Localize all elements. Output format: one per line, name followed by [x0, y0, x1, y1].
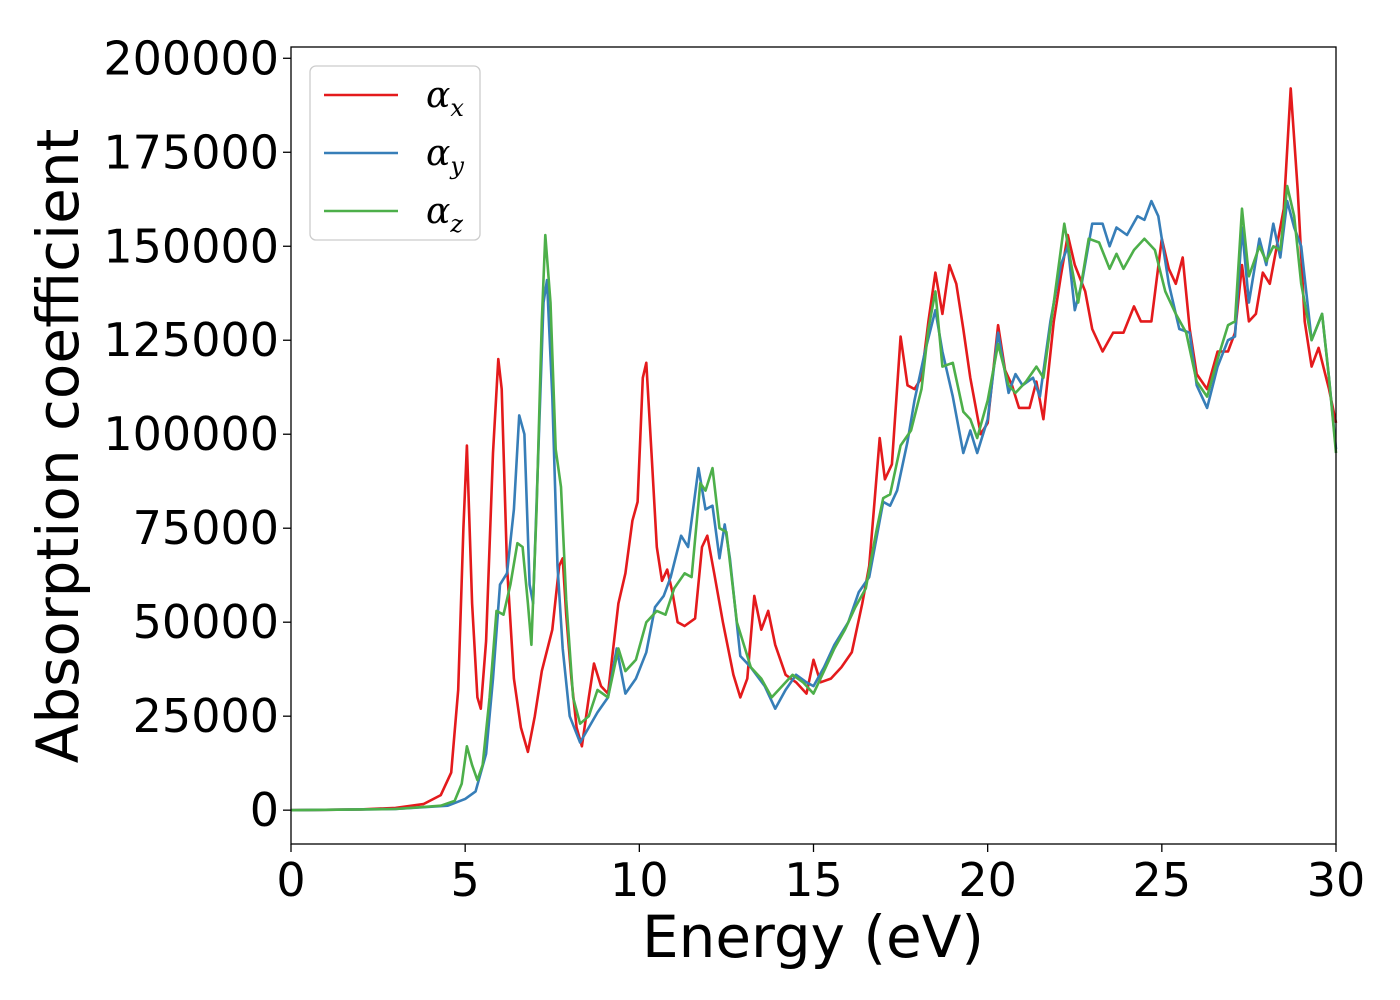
y-tick-label: 75000 [133, 501, 279, 555]
y-axis-title: Absorption coefficient [24, 129, 92, 764]
y-tick-label: 25000 [133, 689, 279, 743]
series-line-x [290, 87, 1338, 812]
x-tick-label: 10 [610, 853, 669, 907]
y-tick-label: 0 [250, 783, 279, 837]
y-tick-label: 200000 [103, 31, 279, 85]
y-tick-label: 50000 [133, 595, 279, 649]
y-tick-label: 100000 [103, 407, 279, 461]
x-tick-label: 20 [958, 853, 1017, 907]
x-ticks: 0 5 10 15 20 25 30 [276, 844, 1365, 907]
x-tick-label: 15 [784, 853, 843, 907]
x-tick-label: 5 [451, 853, 480, 907]
series-layer [290, 87, 1338, 812]
series-line-y [290, 199, 1338, 812]
series-line-z [290, 184, 1338, 812]
y-tick-label: 175000 [103, 125, 279, 179]
x-axis-title: Energy (eV) [642, 903, 984, 971]
y-tick-label: 150000 [103, 219, 279, 273]
y-tick-label: 125000 [103, 313, 279, 367]
y-ticks: 0 25000 50000 75000 100000 125000 150000 175000… [103, 31, 291, 837]
x-tick-label: 0 [276, 853, 305, 907]
x-tick-label: 30 [1307, 853, 1366, 907]
x-tick-label: 25 [1133, 853, 1192, 907]
